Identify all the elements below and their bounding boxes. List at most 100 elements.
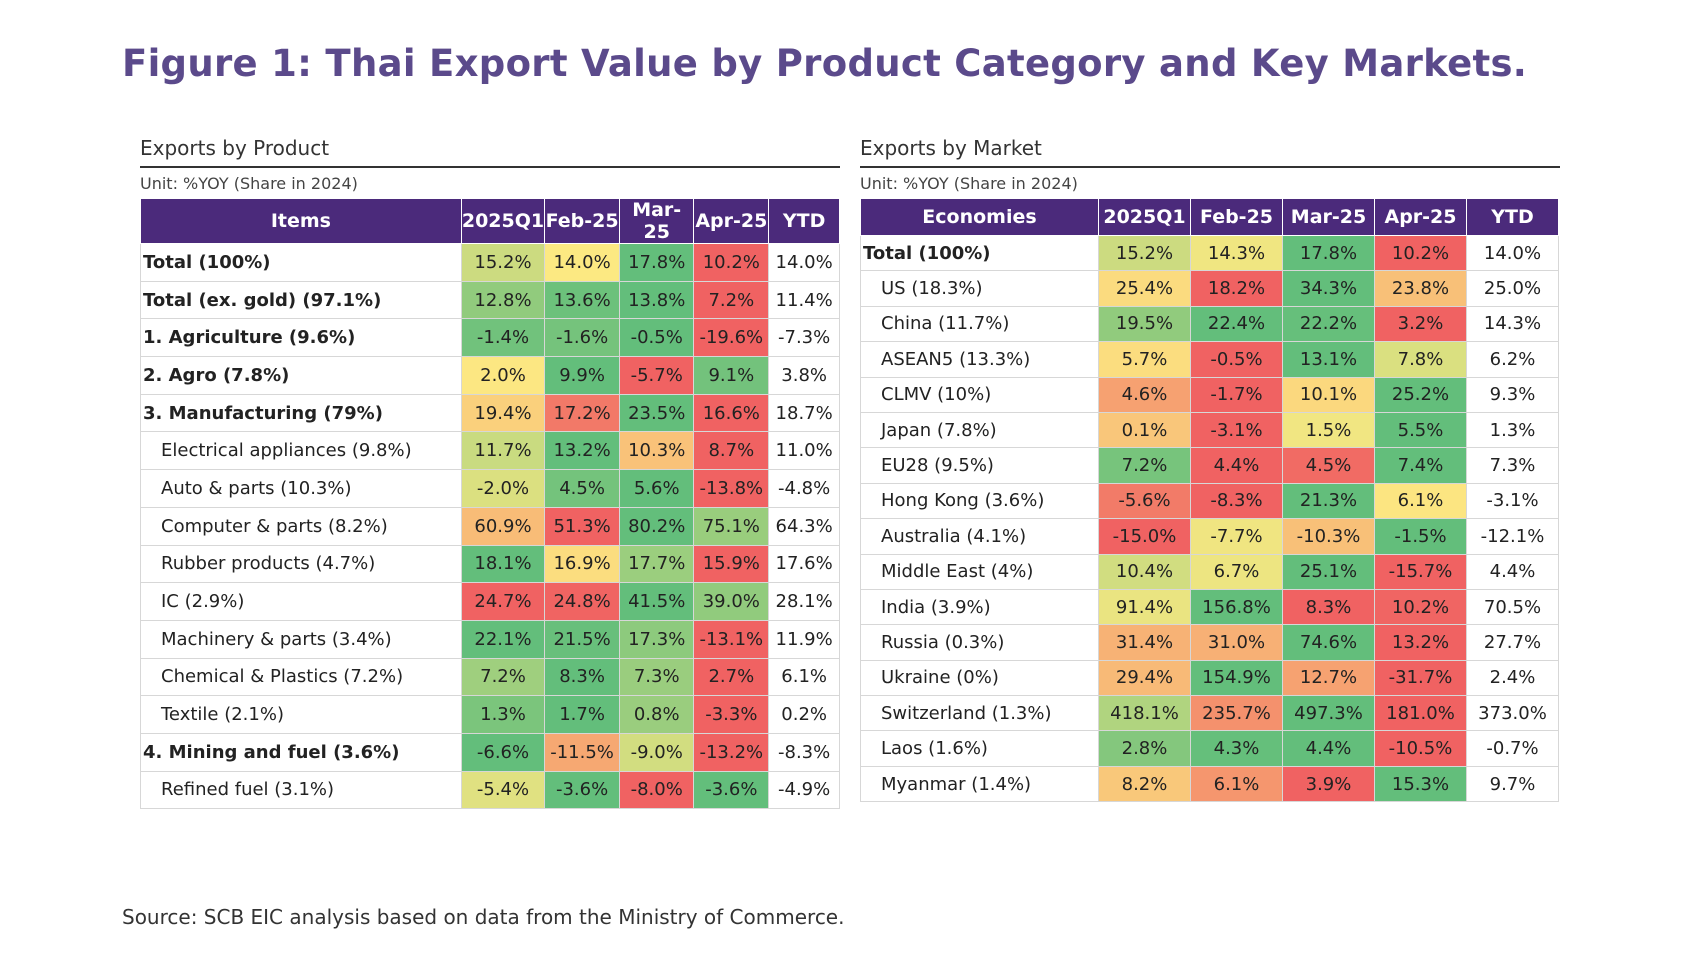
value-cell: 17.3% — [619, 619, 695, 659]
table-row: Machinery & parts (3.4%) 22.1% 21.5% 17.3% -… — [140, 619, 840, 659]
column-header: Feb-25 — [1190, 198, 1283, 236]
value-cell: 13.1% — [1282, 341, 1375, 378]
row-label: China (11.7%) — [860, 305, 1099, 343]
table-row: Chemical & Plastics (7.2%) 7.2% 8.3% 7.3% 2.… — [140, 657, 840, 697]
table-row: Switzerland (1.3%) 418.1% 235.7% 497.3% 181.… — [860, 695, 1559, 732]
column-header: Apr-25 — [1374, 198, 1467, 236]
ytd-cell: 70.5% — [1466, 588, 1559, 626]
value-cell: 91.4% — [1098, 588, 1191, 626]
value-cell: 154.9% — [1190, 659, 1283, 697]
value-cell: 31.4% — [1098, 624, 1191, 661]
value-cell: 6.1% — [1374, 482, 1467, 520]
source-note: Source: SCB EIC analysis based on data f… — [122, 905, 845, 929]
value-cell: 22.2% — [1282, 305, 1375, 343]
figure-title: Figure 1: Thai Export Value by Product C… — [122, 42, 1528, 85]
row-label: 3. Manufacturing (79%) — [140, 393, 462, 433]
value-cell: 8.7% — [693, 431, 770, 471]
row-label: Computer & parts (8.2%) — [140, 506, 462, 546]
value-cell: 7.8% — [1374, 341, 1467, 378]
value-cell: 5.6% — [619, 469, 695, 508]
value-cell: 39.0% — [693, 582, 770, 621]
value-cell: -31.7% — [1374, 659, 1467, 697]
row-label: 1. Agriculture (9.6%) — [140, 318, 462, 358]
ytd-cell: 4.4% — [1466, 553, 1559, 590]
table-row: Electrical appliances (9.8%) 11.7% 13.2% 10… — [140, 431, 840, 471]
table-row: Total (100%) 15.2% 14.0% 17.8% 10.2% 14.0% — [140, 243, 840, 282]
value-cell: 7.4% — [1374, 447, 1467, 484]
row-label: 2. Agro (7.8%) — [140, 356, 462, 395]
product-table: Items 2025Q1 Feb-25 Mar-25 Apr-25 YTD Total (… — [140, 198, 840, 810]
table-row: Middle East (4%) 10.4% 6.7% 25.1% -15.7% 4.4% — [860, 553, 1559, 590]
value-cell: 7.2% — [1098, 447, 1191, 484]
value-cell: 16.6% — [693, 393, 770, 433]
value-cell: 10.2% — [1374, 588, 1467, 626]
column-header: Mar-25 — [619, 198, 695, 244]
row-label: Rubber products (4.7%) — [140, 544, 462, 584]
value-cell: -10.5% — [1374, 730, 1467, 767]
table-row: 3. Manufacturing (79%) 19.4% 17.2% 23.5% 16.… — [140, 393, 840, 433]
table-row: IC (2.9%) 24.7% 24.8% 41.5% 39.0% 28.1% — [140, 582, 840, 621]
value-cell: 25.1% — [1282, 553, 1375, 590]
value-cell: -3.1% — [1190, 411, 1283, 449]
ytd-cell: -7.3% — [768, 318, 840, 358]
value-cell: 14.3% — [1190, 234, 1283, 272]
value-cell: 235.7% — [1190, 695, 1283, 732]
ytd-cell: 11.4% — [768, 280, 840, 320]
ytd-cell: 11.9% — [768, 619, 840, 659]
product-panel-title: Exports by Product — [140, 136, 840, 168]
row-label: Middle East (4%) — [860, 553, 1099, 590]
row-label: IC (2.9%) — [140, 582, 462, 621]
value-cell: 17.8% — [1282, 234, 1375, 272]
row-label: Hong Kong (3.6%) — [860, 482, 1099, 520]
row-label: Ukraine (0%) — [860, 659, 1099, 697]
value-cell: 15.2% — [460, 243, 546, 282]
value-cell: 4.6% — [1098, 376, 1191, 413]
column-header: YTD — [768, 198, 840, 244]
value-cell: 34.3% — [1282, 270, 1375, 307]
value-cell: 4.3% — [1190, 730, 1283, 767]
value-cell: 13.6% — [544, 280, 621, 320]
table-row: US (18.3%) 25.4% 18.2% 34.3% 23.8% 25.0% — [860, 270, 1559, 307]
value-cell: 10.4% — [1098, 553, 1191, 590]
row-label: EU28 (9.5%) — [860, 447, 1099, 484]
value-cell: 13.2% — [1374, 624, 1467, 661]
value-cell: 4.4% — [1190, 447, 1283, 484]
value-cell: 11.7% — [460, 431, 546, 471]
column-header: Items — [140, 198, 462, 244]
value-cell: 15.9% — [693, 544, 770, 584]
ytd-cell: 9.7% — [1466, 765, 1559, 803]
column-header: Feb-25 — [544, 198, 621, 244]
value-cell: 2.0% — [460, 356, 546, 395]
value-cell: 17.8% — [619, 243, 695, 282]
value-cell: 29.4% — [1098, 659, 1191, 697]
value-cell: 5.7% — [1098, 341, 1191, 378]
value-cell: 1.3% — [460, 695, 546, 734]
ytd-cell: 25.0% — [1466, 270, 1559, 307]
value-cell: -11.5% — [544, 732, 621, 772]
row-label: 4. Mining and fuel (3.6%) — [140, 732, 462, 772]
value-cell: -15.7% — [1374, 553, 1467, 590]
market-table: Economies 2025Q1 Feb-25 Mar-25 Apr-25 YTD Tot… — [860, 198, 1559, 803]
market-panel-title: Exports by Market — [860, 136, 1560, 168]
value-cell: 8.2% — [1098, 765, 1191, 803]
table-row: Total (ex. gold) (97.1%) 12.8% 13.6% 13.8% 7… — [140, 280, 840, 320]
ytd-cell: -8.3% — [768, 732, 840, 772]
row-label: CLMV (10%) — [860, 376, 1099, 413]
value-cell: 22.1% — [460, 619, 546, 659]
ytd-cell: -0.7% — [1466, 730, 1559, 767]
column-header: YTD — [1466, 198, 1559, 236]
row-label: India (3.9%) — [860, 588, 1099, 626]
column-header: 2025Q1 — [1098, 198, 1191, 236]
row-label: Australia (4.1%) — [860, 518, 1099, 555]
value-cell: 18.1% — [460, 544, 546, 584]
product-panel-unit: Unit: %YOY (Share in 2024) — [140, 174, 358, 193]
value-cell: 8.3% — [544, 657, 621, 697]
value-cell: 24.8% — [544, 582, 621, 621]
ytd-cell: -12.1% — [1466, 518, 1559, 555]
value-cell: 16.9% — [544, 544, 621, 584]
value-cell: 19.5% — [1098, 305, 1191, 343]
value-cell: 497.3% — [1282, 695, 1375, 732]
table-row: Australia (4.1%) -15.0% -7.7% -10.3% -1.5% -1… — [860, 518, 1559, 555]
row-label: Auto & parts (10.3%) — [140, 469, 462, 508]
market-panel-unit: Unit: %YOY (Share in 2024) — [860, 174, 1078, 193]
